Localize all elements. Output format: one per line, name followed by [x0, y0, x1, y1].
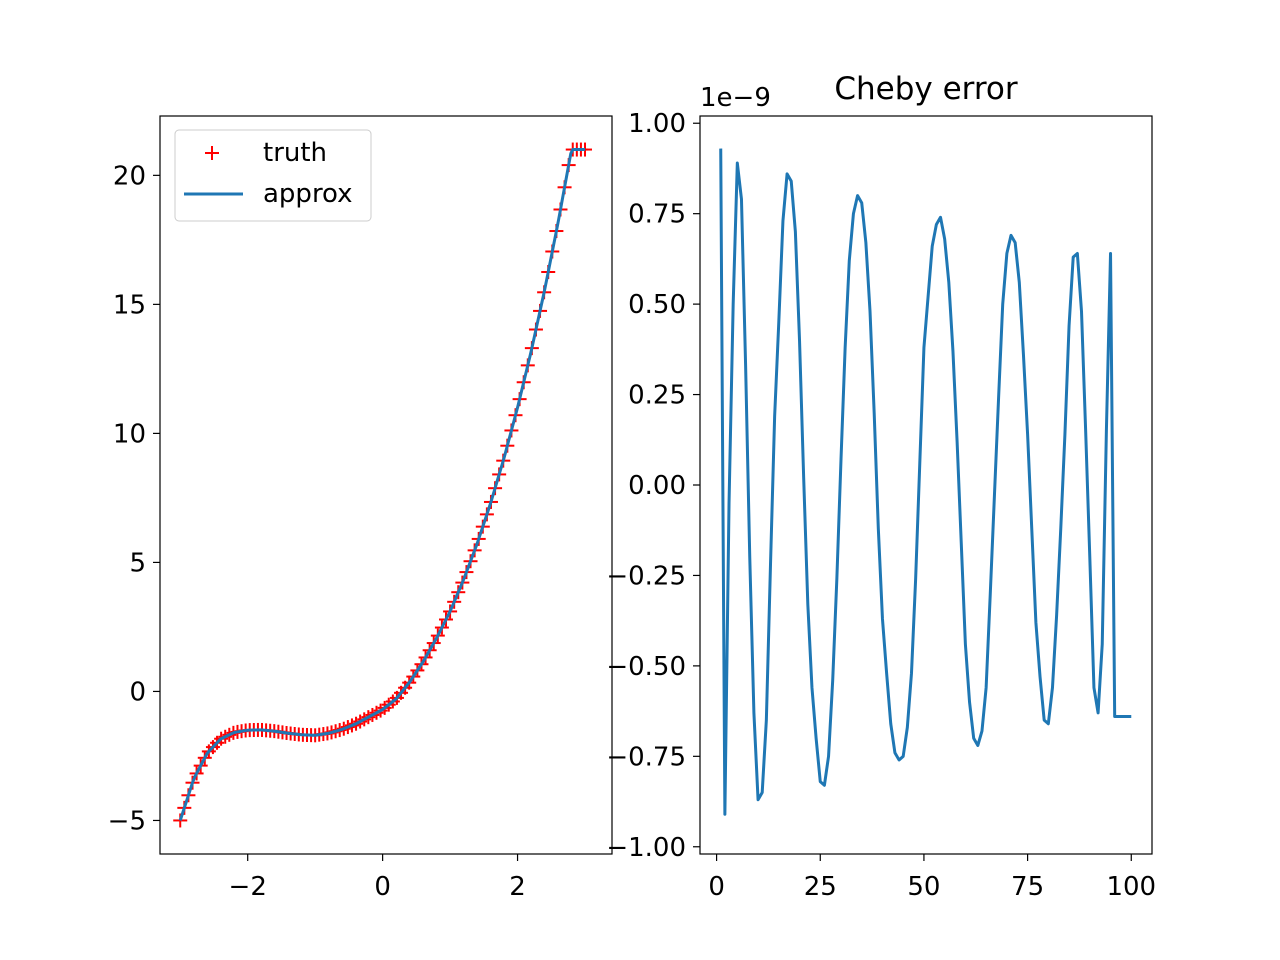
right-chart-y-ticks: 1.00 0.75 0.50 0.25 0.00 −0.25 −0.50 −0.75 −1.00: [606, 109, 700, 863]
left-chart-x-tick-label: 2: [509, 872, 526, 902]
left-chart-y-tick-label: −5: [108, 806, 146, 836]
right-chart-y-tick-label: 0.75: [628, 200, 686, 230]
left-chart-x-tick-label: 0: [374, 872, 391, 902]
error-line: [719, 148, 1132, 816]
legend-approx-label: approx: [263, 179, 353, 209]
chart-title: Cheby error: [834, 71, 1018, 107]
right-chart-y-tick-label: 1.00: [628, 109, 686, 139]
left-chart-y-tick-label: 5: [129, 548, 146, 578]
right-chart-x-tick-label: 100: [1106, 872, 1156, 902]
left-chart: −2 0 2 −5 0 5 10 15 20 truth approx: [108, 115, 613, 902]
y-offset-label: 1e−9: [700, 83, 771, 113]
right-chart-x-tick-label: 0: [708, 872, 725, 902]
left-chart-x-tick-label: −2: [229, 872, 267, 902]
right-chart: 0 25 50 75 100 1.00 0.75 0.50 0.25 0.00 −0.25 −0.5…: [606, 71, 1156, 902]
legend-truth-label: truth: [263, 138, 327, 168]
right-chart-y-tick-label: −1.00: [606, 833, 686, 863]
right-chart-series: [719, 148, 1132, 816]
right-chart-x-tick-label: 75: [1011, 872, 1044, 902]
left-chart-y-tick-label: 15: [113, 290, 146, 320]
right-chart-y-tick-label: 0.00: [628, 471, 686, 501]
right-chart-y-tick-label: −0.25: [606, 561, 686, 591]
left-chart-series: [173, 142, 593, 828]
legend-box: [174, 129, 372, 222]
left-chart-x-ticks: −2 0 2: [229, 854, 526, 902]
legend-truth-marker: [205, 146, 219, 160]
left-chart-y-tick-label: 20: [113, 161, 146, 191]
right-chart-x-ticks: 0 25 50 75 100: [708, 854, 1156, 902]
left-chart-y-tick-label: 10: [113, 419, 146, 449]
left-chart-frame: [159, 115, 613, 855]
left-chart-y-ticks: −5 0 5 10 15 20: [108, 161, 160, 836]
right-chart-y-tick-label: 0.50: [628, 290, 686, 320]
right-chart-y-tick-label: −0.50: [606, 652, 686, 682]
right-chart-y-tick-label: −0.75: [606, 742, 686, 772]
right-chart-x-tick-label: 25: [804, 872, 837, 902]
approx-line: [178, 148, 586, 821]
left-chart-y-tick-label: 0: [129, 677, 146, 707]
right-chart-x-tick-label: 50: [907, 872, 940, 902]
legend: truth approx: [174, 129, 372, 222]
right-chart-y-tick-label: 0.25: [628, 381, 686, 411]
